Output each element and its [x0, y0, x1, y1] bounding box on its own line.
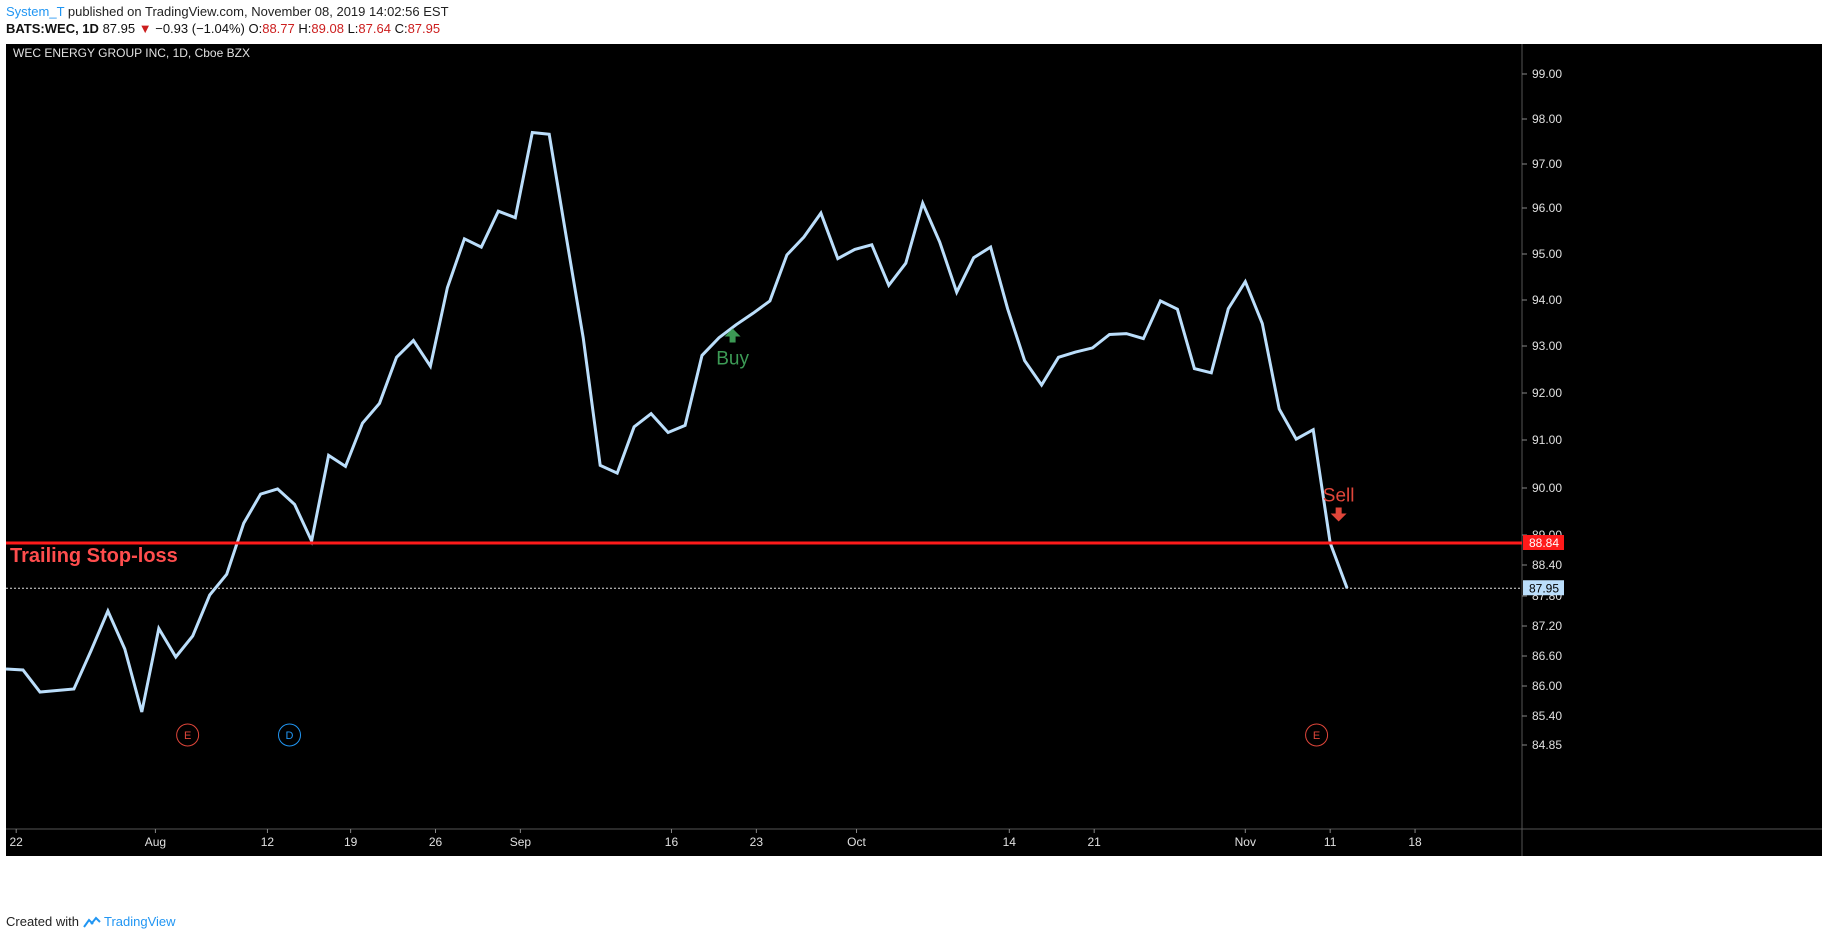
- created-with-label: Created with: [6, 914, 79, 929]
- x-tick-label: 11: [1324, 835, 1337, 849]
- buy-arrow-icon: [724, 328, 741, 343]
- axis-corner: [1523, 830, 1822, 856]
- sell-arrow-icon: [1330, 507, 1347, 522]
- y-tick-label: 98.00: [1532, 112, 1562, 126]
- price-line: [5, 130, 1349, 713]
- high-value: 89.08: [311, 21, 344, 36]
- symbol-label: BATS:WEC, 1D: [6, 21, 99, 36]
- current-price-badge: [1523, 580, 1564, 596]
- x-tick-label: 14: [1003, 835, 1017, 849]
- open-value: 88.77: [262, 21, 295, 36]
- down-arrow-icon: ▼: [138, 21, 152, 36]
- publish-text: published on TradingView.com, November 0…: [64, 4, 449, 19]
- x-tick-label: 23: [750, 835, 764, 849]
- open-label: O:: [248, 21, 263, 36]
- symbol-info: BATS:WEC, 1D 87.95 ▼ −0.93 (−1.04%) O:88…: [6, 21, 440, 36]
- y-tick-label: 85.40: [1532, 709, 1562, 723]
- x-tick-label: 18: [1408, 835, 1422, 849]
- sell-label: Sell: [1323, 486, 1355, 507]
- y-tick-label: 96.00: [1532, 201, 1562, 215]
- author-link[interactable]: System_T: [6, 4, 65, 19]
- x-tick-label: 19: [344, 835, 358, 849]
- stop-loss-label: Trailing Stop-loss: [10, 545, 178, 567]
- x-tick-label: Sep: [510, 835, 532, 849]
- chart-area[interactable]: WEC ENERGY GROUP INC, 1D, Cboe BZX 99.00 9…: [5, 44, 1822, 901]
- x-tick-label: Nov: [1235, 835, 1256, 849]
- x-tick-label: 22: [10, 835, 24, 849]
- chart-background: [6, 44, 1822, 856]
- price-change: −0.93 (−1.04%): [155, 21, 245, 36]
- last-price: 87.95: [102, 21, 136, 36]
- y-tick-label: 93.00: [1532, 339, 1562, 353]
- tradingview-logo-icon: [83, 916, 101, 928]
- earnings-marker-icon: [176, 723, 200, 747]
- y-tick-label: 95.00: [1532, 247, 1562, 261]
- y-tick-label: 88.40: [1532, 558, 1562, 572]
- dividend-marker-label: D: [286, 730, 294, 742]
- brand-label[interactable]: TradingView: [103, 914, 176, 929]
- x-tick-label: 26: [429, 835, 443, 849]
- y-tick-label: 94.00: [1532, 293, 1562, 307]
- y-tick-label: 87.20: [1532, 619, 1562, 633]
- y-tick-label: 92.00: [1532, 386, 1562, 400]
- buy-label: Buy: [716, 348, 749, 369]
- x-tick-label: Aug: [145, 835, 166, 849]
- chart-title: WEC ENERGY GROUP INC, 1D, Cboe BZX: [13, 46, 250, 60]
- close-value: 87.95: [407, 21, 441, 36]
- earnings-marker-icon: [1305, 723, 1329, 747]
- y-tick-label: 86.60: [1532, 649, 1562, 663]
- low-value: 87.64: [358, 21, 391, 36]
- price-chart[interactable]: WEC ENERGY GROUP INC, 1D, Cboe BZX 99.00 9…: [5, 44, 1822, 901]
- current-price-badge-label: 87.95: [1529, 581, 1559, 595]
- y-tick-label: 90.00: [1532, 481, 1562, 495]
- stop-loss-badge: [1523, 535, 1564, 550]
- close-label: C:: [394, 21, 408, 36]
- publish-info: System_T published on TradingView.com, N…: [6, 4, 449, 19]
- y-tick-label: 91.00: [1532, 433, 1562, 447]
- earnings-marker-label: E: [184, 730, 191, 742]
- dividend-marker-icon: [278, 723, 302, 747]
- y-tick-label: 84.85: [1532, 738, 1562, 752]
- tradingview-link[interactable]: TradingView: [83, 914, 176, 929]
- high-label: H:: [298, 21, 312, 36]
- earnings-marker-label: E: [1313, 730, 1320, 742]
- x-tick-label: Oct: [847, 835, 866, 849]
- low-label: L:: [347, 21, 359, 36]
- y-tick-label: 97.00: [1532, 157, 1562, 171]
- y-tick-label: 99.00: [1532, 67, 1562, 81]
- y-tick-label: 86.00: [1532, 679, 1562, 693]
- stop-loss-badge-label: 88.84: [1529, 536, 1559, 550]
- footer: Created with TradingView: [6, 914, 176, 929]
- x-tick-label: 16: [665, 835, 679, 849]
- x-tick-label: 12: [261, 835, 275, 849]
- x-tick-label: 21: [1088, 835, 1102, 849]
